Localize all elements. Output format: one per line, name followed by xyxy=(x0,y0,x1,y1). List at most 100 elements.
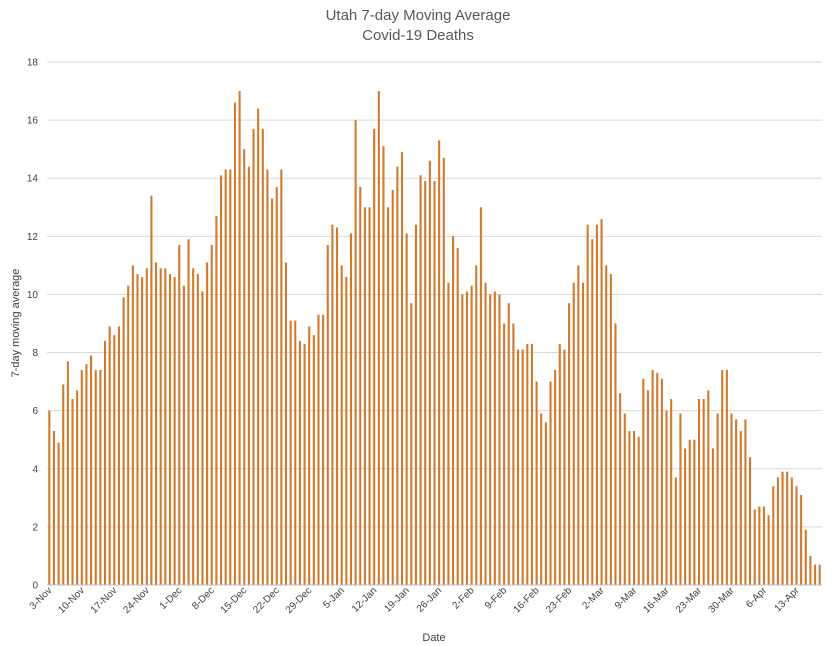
x-tick-label: 16-Mar xyxy=(641,585,672,616)
bar xyxy=(373,128,376,585)
bar xyxy=(725,369,728,585)
bar xyxy=(786,471,789,585)
bar xyxy=(85,364,88,585)
x-tick-label: 13-Apr xyxy=(773,585,802,614)
bar xyxy=(586,224,589,585)
bar xyxy=(591,239,594,586)
bar xyxy=(442,157,445,585)
bar xyxy=(619,393,622,585)
bar xyxy=(414,224,417,585)
bar xyxy=(660,378,663,585)
bar xyxy=(298,340,301,585)
bar xyxy=(312,335,315,585)
chart-title: Utah 7-day Moving Average xyxy=(326,7,511,24)
bar xyxy=(772,486,775,585)
bar xyxy=(66,361,69,585)
bar xyxy=(141,277,144,585)
bar xyxy=(52,431,56,585)
bar xyxy=(159,268,162,585)
bar xyxy=(331,224,334,585)
y-tick-label: 10 xyxy=(27,290,39,301)
chart-subtitle: Covid-19 Deaths xyxy=(362,27,474,44)
bar xyxy=(688,439,691,585)
bar xyxy=(572,282,575,585)
bar xyxy=(224,169,227,585)
bar xyxy=(465,291,469,585)
bar xyxy=(238,91,241,585)
bar xyxy=(577,265,580,585)
bar xyxy=(735,419,738,585)
bar xyxy=(178,245,181,586)
bar xyxy=(581,282,585,585)
bar xyxy=(637,436,640,585)
bar xyxy=(530,343,533,585)
bar xyxy=(503,323,506,585)
bar xyxy=(781,471,784,585)
bar xyxy=(656,372,659,585)
bar xyxy=(196,274,199,585)
bar xyxy=(71,399,74,585)
bar xyxy=(215,215,218,586)
bar xyxy=(243,149,246,586)
bar xyxy=(201,291,204,585)
bar xyxy=(516,349,520,585)
bar xyxy=(623,413,626,585)
bar xyxy=(150,195,153,585)
x-tick-labels: 3-Nov 10-Nov 17-Nov 24-Nov 1-Dec 8-Dec 15-Dec 2… xyxy=(28,585,802,616)
bar xyxy=(359,186,362,585)
bar xyxy=(438,140,441,585)
bar xyxy=(670,399,673,585)
x-tick-label: 23-Feb xyxy=(544,585,574,615)
bar xyxy=(651,369,654,585)
bar xyxy=(57,442,60,585)
bar xyxy=(108,326,111,585)
bar xyxy=(94,369,97,585)
bar xyxy=(187,239,190,586)
bar xyxy=(489,294,492,585)
bar xyxy=(665,410,668,585)
bar xyxy=(340,265,343,585)
bar xyxy=(405,233,408,585)
bar xyxy=(424,181,427,585)
bar xyxy=(400,152,404,585)
bar xyxy=(544,422,547,585)
bar xyxy=(396,166,399,585)
bar xyxy=(345,277,348,585)
bar xyxy=(818,564,821,585)
bar xyxy=(609,274,612,585)
bar xyxy=(233,102,236,586)
bar xyxy=(456,247,459,585)
bar xyxy=(363,207,366,585)
bar xyxy=(730,413,733,585)
bar xyxy=(271,198,274,585)
x-tick-label: 6-Apr xyxy=(744,585,770,611)
bar xyxy=(252,128,255,585)
bar xyxy=(679,413,682,585)
bar xyxy=(182,285,185,585)
x-tick-label: 1-Dec xyxy=(158,585,185,612)
bar xyxy=(804,529,807,585)
bar xyxy=(391,189,394,585)
bar xyxy=(117,326,120,585)
x-tick-label: 12-Jan xyxy=(350,585,379,614)
x-tick-label: 5-Jan xyxy=(321,585,346,610)
x-tick-label: 16-Feb xyxy=(512,585,542,615)
bar xyxy=(507,303,510,585)
bar xyxy=(549,381,552,585)
bar xyxy=(535,381,538,585)
bar xyxy=(308,326,311,585)
bar xyxy=(568,303,571,585)
bar xyxy=(767,515,770,585)
bar xyxy=(605,265,608,585)
bar xyxy=(164,268,167,585)
bar xyxy=(702,399,705,585)
bar xyxy=(753,509,756,585)
bar xyxy=(809,555,812,585)
bar xyxy=(266,169,269,585)
bar xyxy=(76,390,79,585)
y-tick-label: 4 xyxy=(32,464,38,475)
x-tick-label: 15-Dec xyxy=(219,585,250,616)
bar xyxy=(540,413,543,585)
